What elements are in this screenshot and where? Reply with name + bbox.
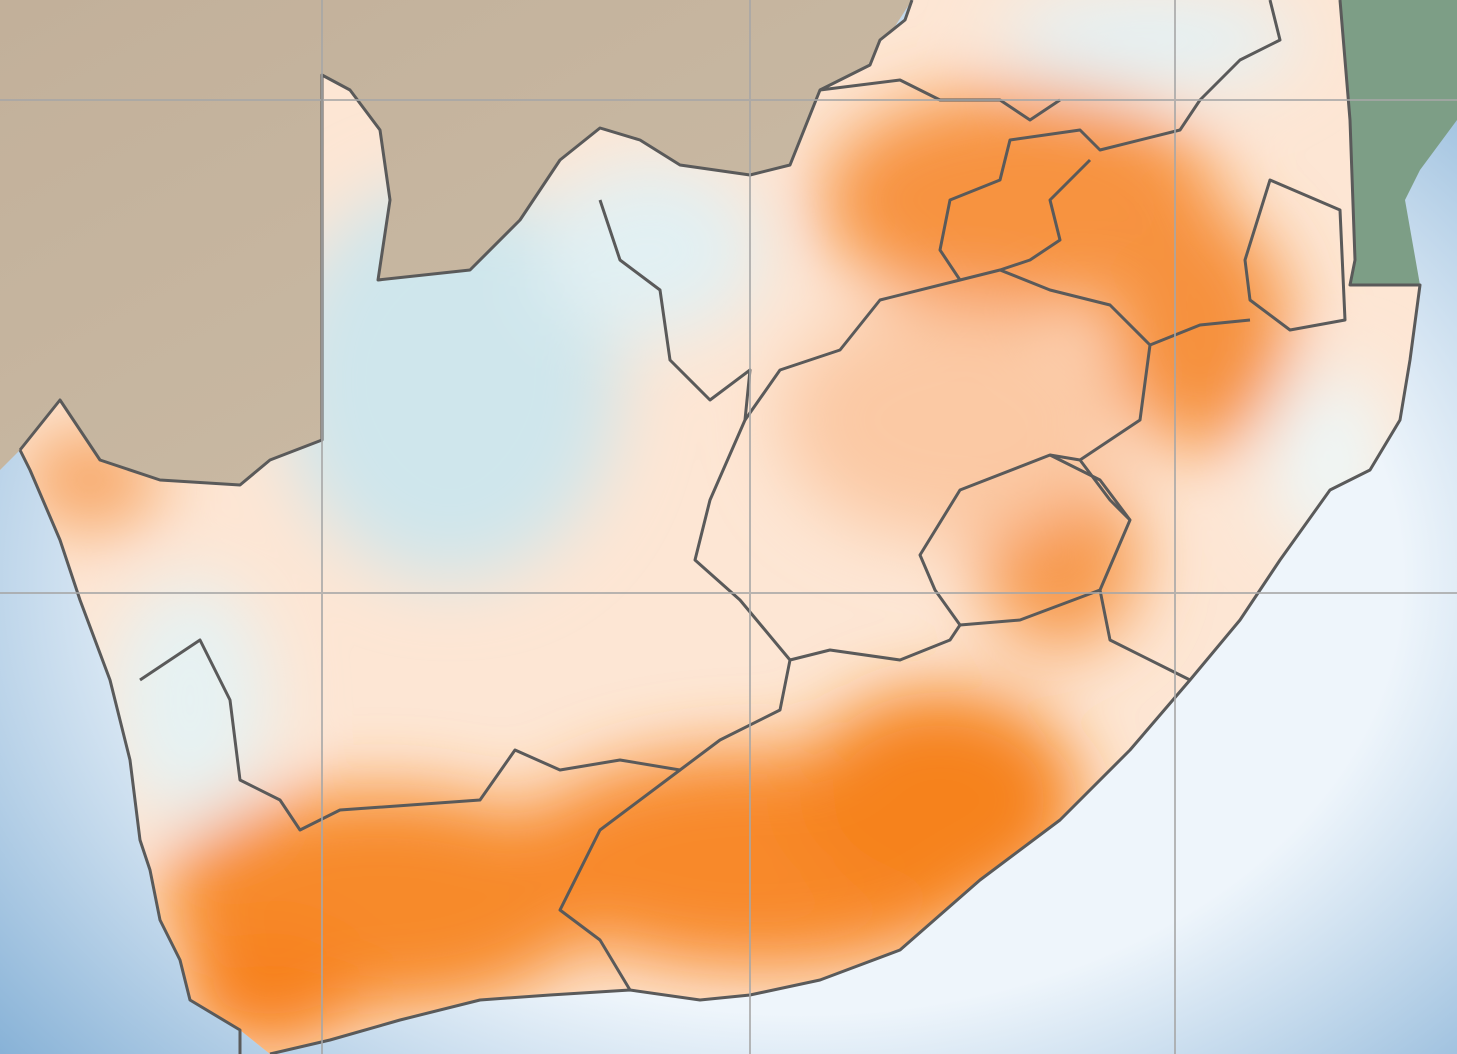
lesotho-border [918, 453, 1132, 627]
province-border [139, 199, 962, 832]
eswatini-border [1243, 178, 1347, 332]
neighbour-land [0, 0, 912, 485]
province-border [558, 0, 1282, 991]
neighbour-land [1340, 0, 1457, 285]
borders [18, 0, 1422, 1054]
